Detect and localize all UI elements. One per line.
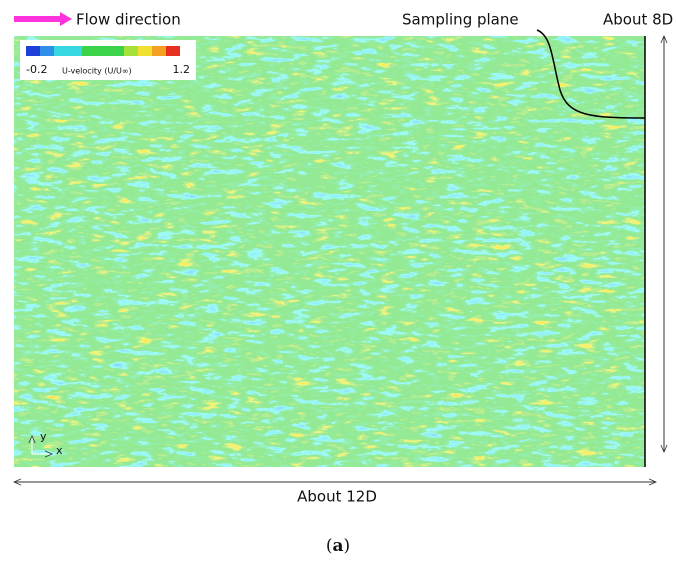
colorbar-segment — [166, 46, 180, 56]
y-axis-label: y — [40, 430, 47, 443]
colorbar-title: U-velocity (U/U∞) — [62, 67, 132, 76]
colorbar — [26, 46, 180, 56]
x-axis-label: x — [56, 444, 63, 457]
length-label: About 12D — [297, 488, 377, 506]
colorbar-segment — [40, 46, 54, 56]
caption: (a) — [326, 536, 350, 556]
colorbar-segment — [138, 46, 152, 56]
flow-field — [14, 36, 645, 467]
sampling-plane-label: Sampling plane — [402, 11, 519, 29]
flow-direction-label: Flow direction — [76, 11, 181, 29]
axes-triad: y x — [32, 430, 63, 457]
colorbar-segment — [124, 46, 138, 56]
colorbar-segment — [26, 46, 40, 56]
caption-close: ) — [344, 536, 351, 556]
caption-letter: a — [332, 536, 343, 556]
height-label: About 8D — [603, 11, 673, 29]
sampling-plane-leader — [536, 29, 646, 119]
colorbar-segment — [82, 46, 124, 56]
colorbar-segment — [152, 46, 166, 56]
colorbar-min: -0.2 — [26, 63, 47, 76]
colorbar-max: 1.2 — [173, 63, 191, 76]
colorbar-segment — [54, 46, 82, 56]
flow-arrow-head — [60, 12, 72, 26]
caption-open: ( — [326, 536, 333, 556]
